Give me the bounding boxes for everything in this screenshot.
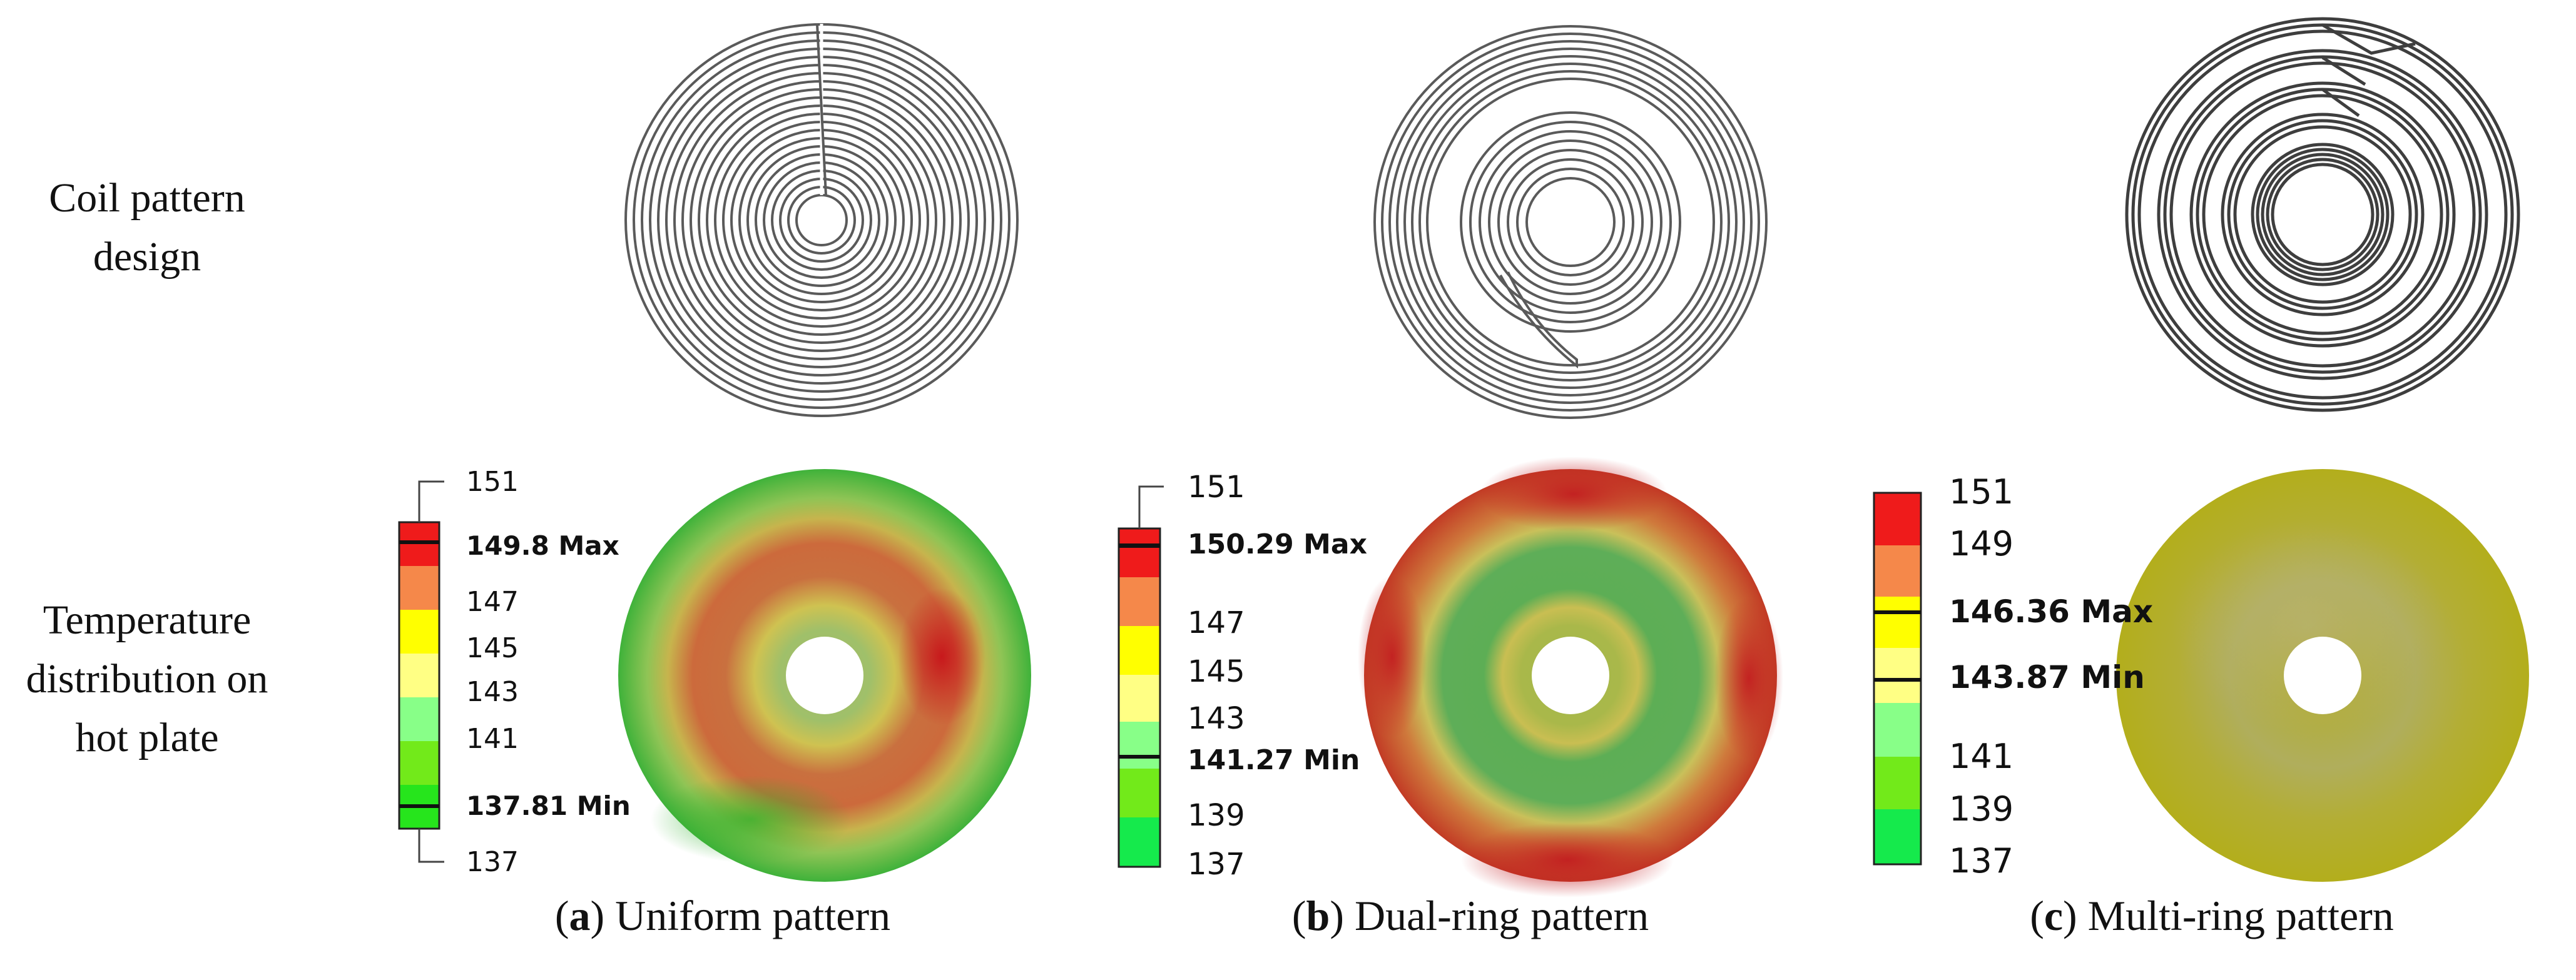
hot-plate-a bbox=[618, 469, 1031, 882]
legend-c: 151 149 146.36 Max 143.87 Min 141 139 13… bbox=[1873, 472, 2153, 881]
legend-band-yellow bbox=[1874, 597, 1921, 648]
legend-top-leader bbox=[418, 480, 444, 522]
caption-text: ) Multi-ring pattern bbox=[2063, 892, 2394, 939]
legend-tick-label: 143 bbox=[466, 676, 519, 708]
legend-band-red bbox=[1119, 528, 1160, 577]
legend-band-yellow bbox=[1119, 626, 1160, 675]
legend-max-marker bbox=[399, 540, 439, 544]
row-label-line: distribution on bbox=[26, 656, 268, 702]
legend-band-red bbox=[1874, 493, 1921, 545]
legend-tick-label: 137 bbox=[1188, 847, 1245, 882]
multi-ring-coil-icon bbox=[2125, 17, 2520, 412]
legend-band-yellow bbox=[399, 610, 439, 654]
caption-text: ) Uniform pattern bbox=[590, 892, 891, 939]
legend-tick-label: 151 bbox=[466, 466, 519, 498]
legend-band-bright-green bbox=[1874, 809, 1921, 864]
legend-tick-label: 141 bbox=[466, 723, 519, 755]
legend-band-lime bbox=[1874, 757, 1921, 809]
legend-tick-label: 143 bbox=[1188, 701, 1245, 736]
legend-b: 151 150.29 Max 147 145 143 141.27 Min 13… bbox=[1117, 470, 1367, 882]
legend-tick-label: 141 bbox=[1949, 737, 2013, 776]
legend-min-marker bbox=[1119, 755, 1160, 759]
row-label-coil-design: Coil pattern design bbox=[0, 169, 303, 286]
legend-tick-label: 145 bbox=[1188, 654, 1245, 689]
legend-band-orange bbox=[1119, 577, 1160, 626]
legend-min-marker bbox=[1874, 678, 1921, 682]
legend-band-light-green bbox=[399, 697, 439, 741]
caption-letter: a bbox=[569, 892, 591, 939]
legend-tick-label: 151 bbox=[1188, 470, 1245, 505]
legend-tick-label: 147 bbox=[1188, 605, 1245, 640]
legend-min-label: 143.87 Min bbox=[1949, 659, 2145, 695]
legend-max-label: 146.36 Max bbox=[1949, 594, 2153, 630]
legend-band-orange bbox=[1874, 545, 1921, 597]
legend-band-lime bbox=[1119, 769, 1160, 817]
legend-band-light-yellow bbox=[1119, 675, 1160, 722]
legend-bottom-leader bbox=[418, 829, 444, 863]
legend-tick-label: 137 bbox=[466, 846, 519, 878]
legend-band-bright-green bbox=[1119, 817, 1160, 867]
legend-tick-label: 149 bbox=[1949, 524, 2013, 563]
legend-tick-label: 145 bbox=[466, 632, 519, 664]
legend-tick-label: 147 bbox=[466, 586, 519, 618]
legend-band-light-green bbox=[1874, 703, 1921, 757]
caption-b: (b) Dual-ring pattern bbox=[1291, 892, 1649, 939]
legend-tick-label: 139 bbox=[1949, 789, 2013, 829]
legend-max-marker bbox=[1874, 610, 1921, 614]
legend-band-light-green bbox=[1119, 722, 1160, 769]
legend-tick-label: 151 bbox=[1949, 472, 2013, 512]
legend-max-marker bbox=[1119, 543, 1160, 548]
caption-c: (c) Multi-ring pattern bbox=[2030, 892, 2394, 939]
legend-band-light-yellow bbox=[1874, 648, 1921, 703]
legend-band-light-yellow bbox=[399, 654, 439, 697]
legend-band-orange bbox=[399, 566, 439, 610]
caption-letter: b bbox=[1306, 892, 1330, 939]
row-label-temperature: Temperature distribution on hot plate bbox=[0, 591, 303, 767]
legend-tick-label: 137 bbox=[1949, 841, 2013, 881]
legend-max-label: 149.8 Max bbox=[466, 530, 619, 561]
legend-min-marker bbox=[399, 804, 439, 808]
legend-top-leader bbox=[1138, 485, 1164, 528]
row-label-line: Temperature bbox=[43, 597, 252, 643]
row-label-line: design bbox=[93, 234, 201, 280]
legend-max-label: 150.29 Max bbox=[1188, 528, 1367, 560]
uniform-spiral-coil-icon bbox=[624, 23, 1019, 417]
row-label-line: hot plate bbox=[75, 715, 219, 760]
row-label-line: Coil pattern bbox=[49, 175, 245, 221]
hot-plate-c bbox=[2116, 469, 2529, 882]
dual-ring-coil-icon bbox=[1373, 25, 1768, 419]
legend-min-label: 141.27 Min bbox=[1188, 744, 1360, 776]
caption-letter: c bbox=[2044, 892, 2064, 939]
legend-a: 151 149.8 Max 147 145 143 141 137.81 Min… bbox=[398, 466, 631, 878]
caption-text: ) Dual-ring pattern bbox=[1330, 892, 1649, 939]
hot-plate-b bbox=[1358, 457, 1783, 897]
legend-tick-label: 139 bbox=[1188, 798, 1245, 833]
caption-a: (a) Uniform pattern bbox=[554, 892, 891, 939]
legend-band-lime bbox=[399, 741, 439, 785]
legend-min-label: 137.81 Min bbox=[466, 791, 631, 821]
